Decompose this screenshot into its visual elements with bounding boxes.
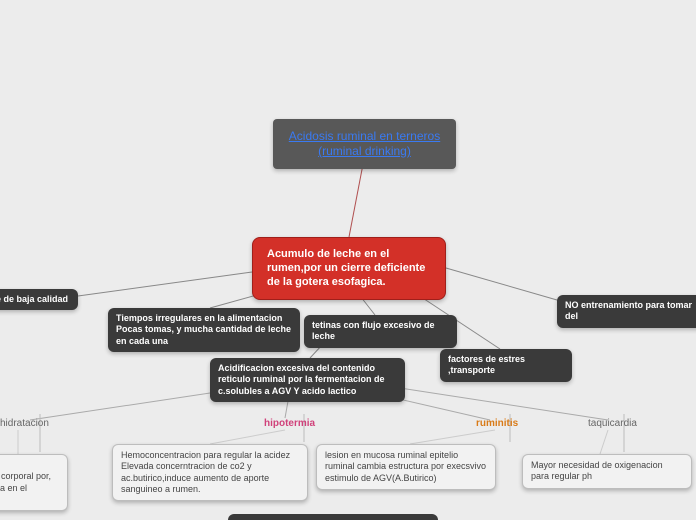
node-noentren[interactable]: NO entrenamiento para tomar del bbox=[557, 295, 696, 328]
central-node[interactable]: Acumulo de leche en el rumen,por un cier… bbox=[252, 237, 446, 300]
title-line2: (ruminal drinking) bbox=[318, 144, 411, 158]
detail-lesion[interactable]: lesion en mucosa ruminal epitelio rumina… bbox=[316, 444, 496, 490]
title-node[interactable]: Acidosis ruminal en terneros (ruminal dr… bbox=[273, 119, 456, 169]
detail-hidrat_det[interactable]: tenido lo agua corporal por, osmotica en… bbox=[0, 454, 68, 511]
detail-oxig[interactable]: Mayor necesidad de oxigenacion para regu… bbox=[522, 454, 692, 489]
label-hidrat[interactable]: hidratacion bbox=[0, 418, 49, 431]
label-taqui[interactable]: taquicardia bbox=[588, 418, 637, 431]
node-tetinas[interactable]: tetinas con flujo excesivo de leche bbox=[304, 315, 457, 348]
node-factores[interactable]: factores de estres ,transporte bbox=[440, 349, 572, 382]
mindmap-canvas[interactable]: Acidosis ruminal en terneros (ruminal dr… bbox=[0, 0, 696, 520]
title-line1: Acidosis ruminal en terneros bbox=[289, 129, 440, 143]
detail-hemo[interactable]: Hemoconcentracion para regular la acidez… bbox=[112, 444, 308, 501]
central-text: Acumulo de leche en el rumen,por un cier… bbox=[267, 248, 425, 288]
footer-bar bbox=[228, 514, 438, 520]
label-rumin[interactable]: ruminitis bbox=[476, 418, 518, 431]
node-leche[interactable]: leche de baja calidad bbox=[0, 289, 78, 310]
node-tiempos[interactable]: Tiempos irregulares en la alimentacion P… bbox=[108, 308, 300, 352]
label-hipot[interactable]: hipotermia bbox=[264, 418, 315, 431]
node-acidif[interactable]: Acidificacion excesiva del contenido ret… bbox=[210, 358, 405, 402]
